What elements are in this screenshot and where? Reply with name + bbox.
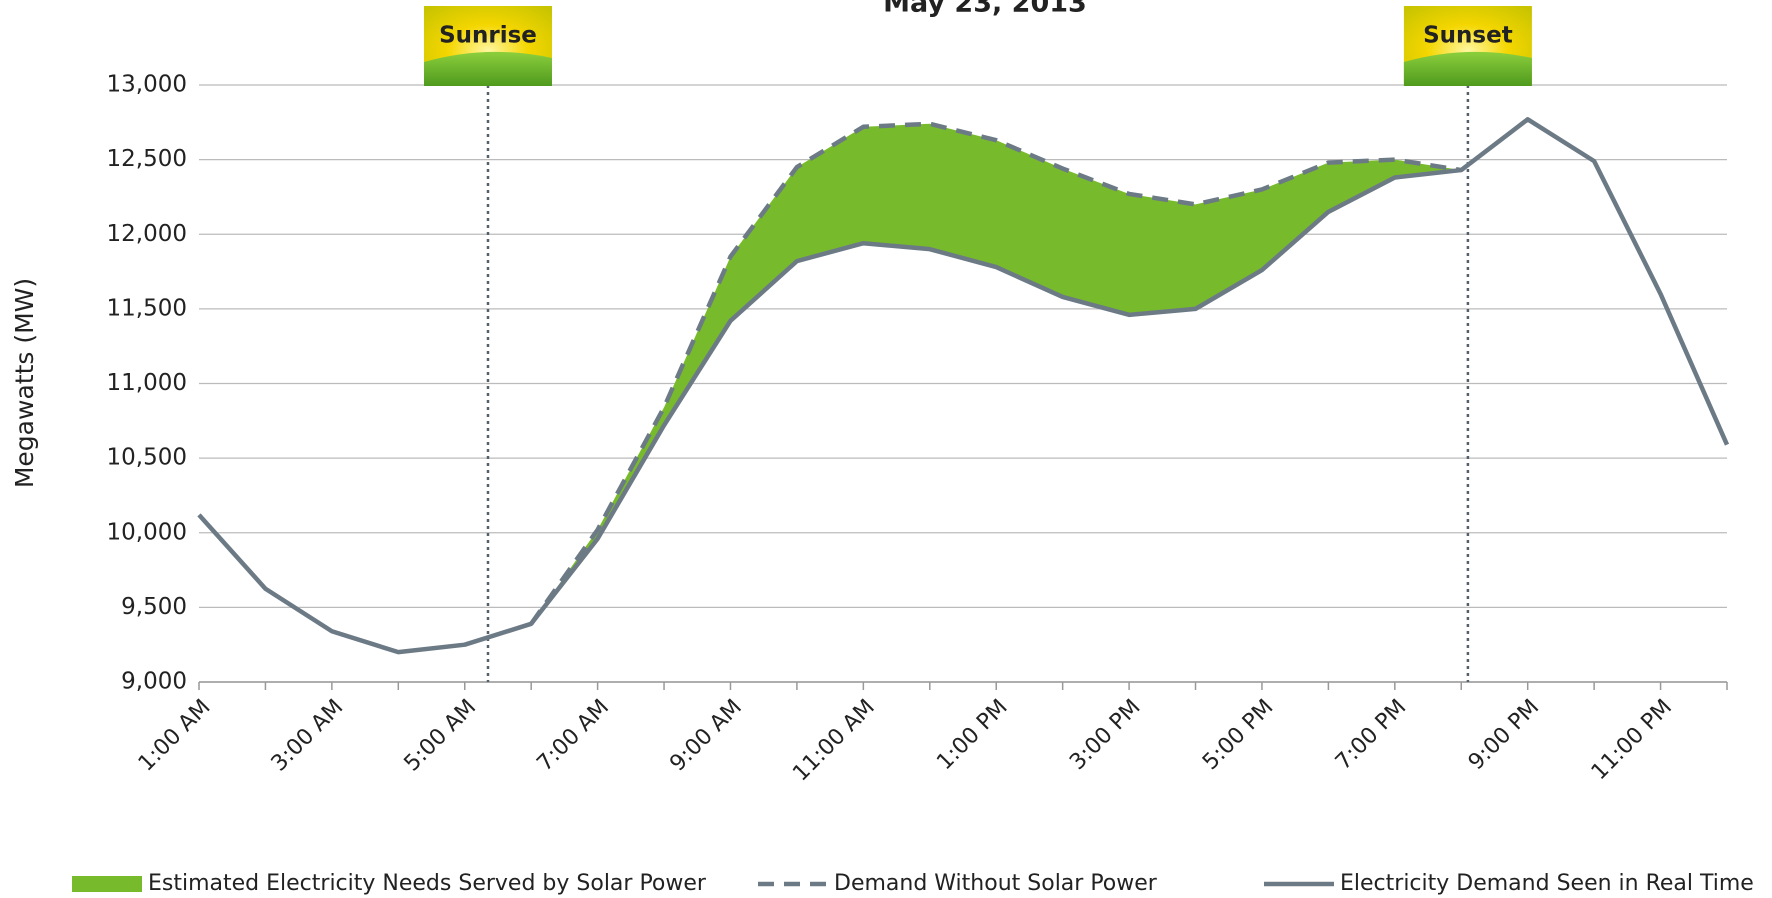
x-tick-label: 11:00 AM — [788, 695, 880, 787]
y-tick-label: 9,500 — [121, 594, 187, 620]
y-tick-label: 12,000 — [107, 221, 187, 247]
x-tick-label: 5:00 AM — [400, 695, 482, 777]
x-tick-label: 9:00 PM — [1464, 695, 1544, 775]
legend-label: Electricity Demand Seen in Real Time — [1340, 871, 1754, 896]
y-tick-label: 11,500 — [107, 295, 187, 321]
x-tick-label: 3:00 PM — [1065, 695, 1145, 775]
x-tick-label: 5:00 PM — [1198, 695, 1278, 775]
sun-icon: Sunset — [1403, 6, 1532, 86]
x-tick-label: 11:00 PM — [1587, 695, 1677, 785]
x-tick-label: 7:00 AM — [532, 695, 614, 777]
x-tick-label: 3:00 AM — [267, 695, 349, 777]
legend-swatch — [72, 876, 142, 892]
x-tick-label: 7:00 PM — [1331, 695, 1411, 775]
y-tick-label: 10,000 — [107, 519, 187, 545]
line — [197, 117, 1730, 655]
x-tick-label: 9:00 AM — [665, 695, 747, 777]
y-tick-label: 12,500 — [107, 146, 187, 172]
x-tick-label: 1:00 AM — [134, 695, 216, 777]
chart-title: May 23, 2013 — [883, 0, 1087, 19]
x-tick-label: 1:00 PM — [932, 695, 1012, 775]
sun-label: Sunset — [1423, 23, 1513, 49]
y-axis-label: Megawatts (MW) — [10, 278, 39, 488]
sun-icon: Sunrise — [423, 6, 552, 86]
sun-hill — [423, 51, 552, 86]
y-tick-label: 9,000 — [121, 669, 187, 695]
y-tick-label: 10,500 — [107, 445, 187, 471]
sun-label: Sunrise — [439, 23, 537, 49]
legend-label: Estimated Electricity Needs Served by So… — [148, 871, 707, 896]
legend-label: Demand Without Solar Power — [834, 871, 1158, 896]
y-tick-label: 11,000 — [107, 370, 187, 396]
dashed-line — [529, 121, 1462, 626]
solar-area — [531, 123, 1462, 624]
y-tick-label: 13,000 — [107, 72, 187, 98]
sun-hill — [1403, 51, 1532, 86]
